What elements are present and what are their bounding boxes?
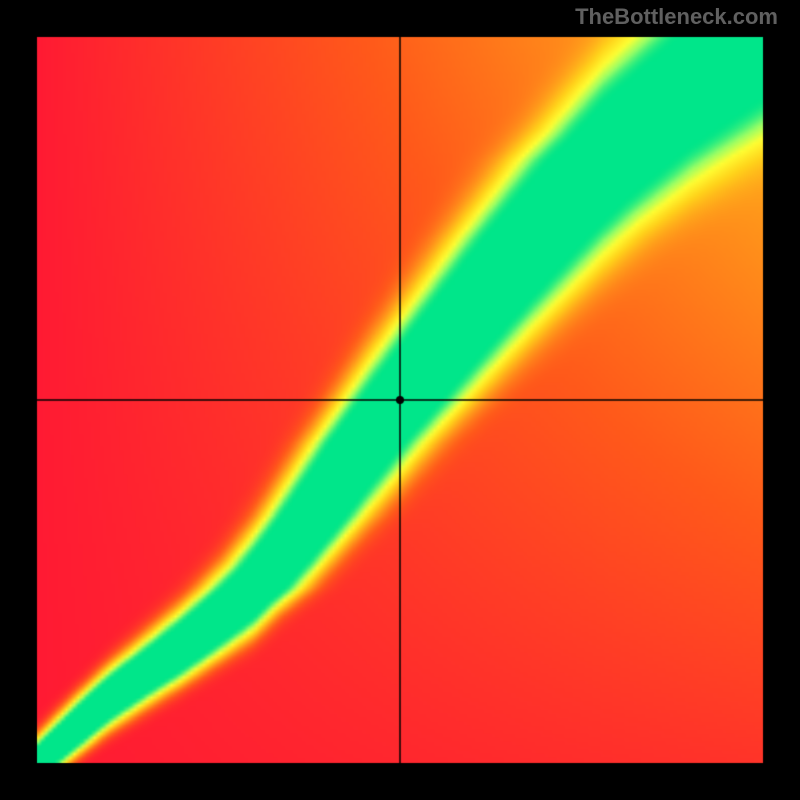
watermark-text: TheBottleneck.com [575,4,778,30]
chart-container: TheBottleneck.com [0,0,800,800]
heatmap-canvas [0,0,800,800]
